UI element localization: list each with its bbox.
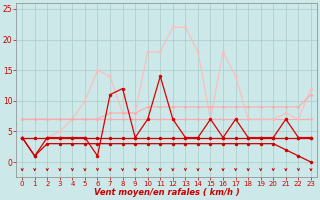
X-axis label: Vent moyen/en rafales ( km/h ): Vent moyen/en rafales ( km/h )	[94, 188, 239, 197]
